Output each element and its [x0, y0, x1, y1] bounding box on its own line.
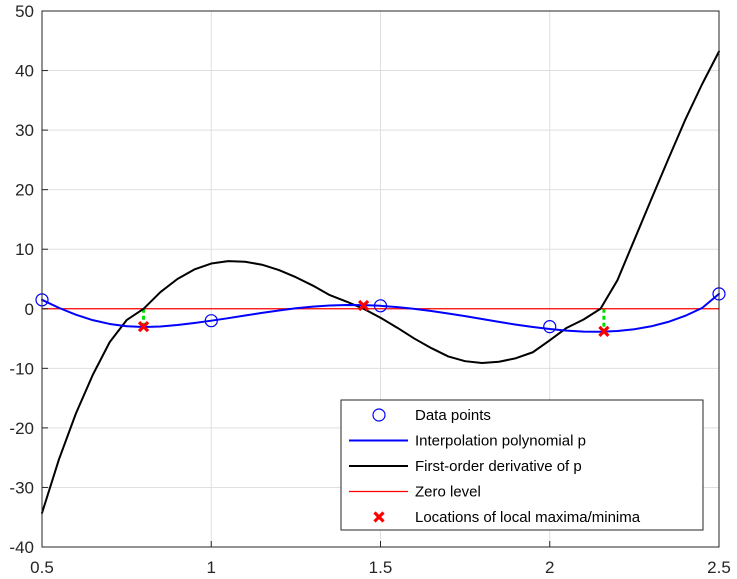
point-data-points: [543, 320, 557, 334]
y-tick-label: 40: [15, 62, 34, 81]
y-tick-label: 0: [25, 300, 34, 319]
y-tick-label: -30: [9, 478, 34, 497]
y-tick-label: -10: [9, 359, 34, 378]
legend-item: Zero level: [349, 484, 481, 501]
point-locations-of-local-maxima-minima: [137, 321, 150, 333]
x-tick-label: 0.5: [30, 558, 54, 577]
point-locations-of-local-maxima-minima-stroke: [598, 325, 610, 338]
series-line-first-order-derivative-of-p: [41, 50, 720, 515]
series-layer: [35, 50, 726, 515]
point-locations-of-local-maxima-minima-stroke: [357, 299, 370, 312]
legend-swatch-locations-of-local-maxima-minima-stroke: [373, 511, 385, 523]
legend-item: Data points: [372, 407, 491, 424]
legend-item: Locations of local maxima/minima: [373, 509, 641, 526]
y-tick-label: 20: [15, 181, 34, 200]
legend-item: Interpolation polynomial p: [349, 433, 586, 450]
legend-swatch-locations-of-local-maxima-minima: [373, 511, 385, 523]
x-tick-label: 2: [545, 558, 554, 577]
point-data-points: [373, 299, 388, 313]
y-tick-label: -20: [9, 419, 34, 438]
legend-label: Interpolation polynomial p: [415, 433, 586, 450]
legend-label: Data points: [415, 407, 491, 424]
y-tick-label: 50: [15, 2, 34, 21]
legend-swatch-data-points: [372, 408, 386, 422]
legend-label: First-order derivative of p: [415, 458, 582, 475]
y-tick-label: 10: [15, 240, 34, 259]
x-tick-label: 2.5: [707, 558, 731, 577]
point-locations-of-local-maxima-minima: [357, 299, 370, 312]
legend-item: First-order derivative of p: [349, 458, 582, 475]
y-tick-label: 30: [15, 121, 34, 140]
legend: Data points Interpolation polynomial p Fir…: [340, 399, 704, 531]
point-data-points: [204, 314, 218, 328]
annotations: [142, 308, 606, 332]
x-tick-label: 1.5: [369, 558, 393, 577]
tick-labels: 0.5 1 1.5 2 2.5 -40 -30 -20 -10 0 10 20 30 40 50: [9, 2, 730, 577]
y-tick-label: -40: [9, 538, 34, 557]
x-tick-label: 1: [207, 558, 216, 577]
legend-label: Zero level: [415, 484, 481, 501]
legend-label: Locations of local maxima/minima: [415, 509, 641, 526]
point-locations-of-local-maxima-minima-stroke: [137, 321, 150, 333]
point-locations-of-local-maxima-minima: [598, 325, 610, 338]
